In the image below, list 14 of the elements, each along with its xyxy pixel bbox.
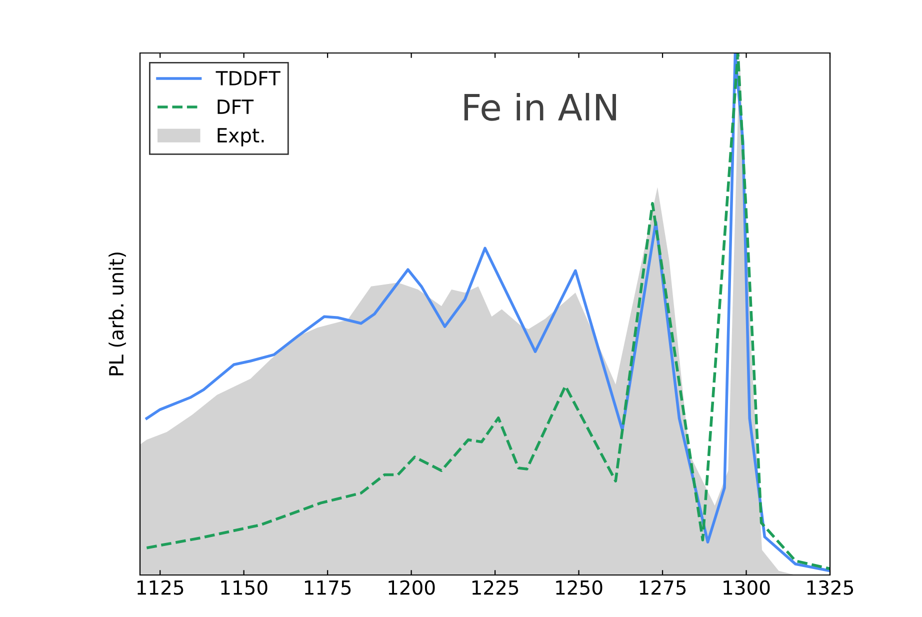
x-tick-label: 1175 (304, 580, 351, 595)
x-tick-label: 1300 (724, 580, 770, 595)
x-tick-label: 1225 (472, 580, 518, 595)
legend-label: Expt. (218, 128, 264, 146)
x-tick-label: 1325 (807, 580, 854, 595)
x-tick-label: 1250 (556, 580, 602, 595)
x-tick-label: 1125 (137, 580, 184, 595)
x-tick-label: 1200 (388, 580, 435, 595)
legend-label: TDDFT (216, 71, 280, 86)
x-tick-label: 1150 (221, 580, 268, 595)
annotation: Fe in AlN (464, 92, 616, 121)
legend-label: DFT (218, 100, 254, 114)
x-tick-label: 1275 (640, 580, 686, 595)
y-axis-title: PL (arb. unit) (108, 252, 126, 376)
